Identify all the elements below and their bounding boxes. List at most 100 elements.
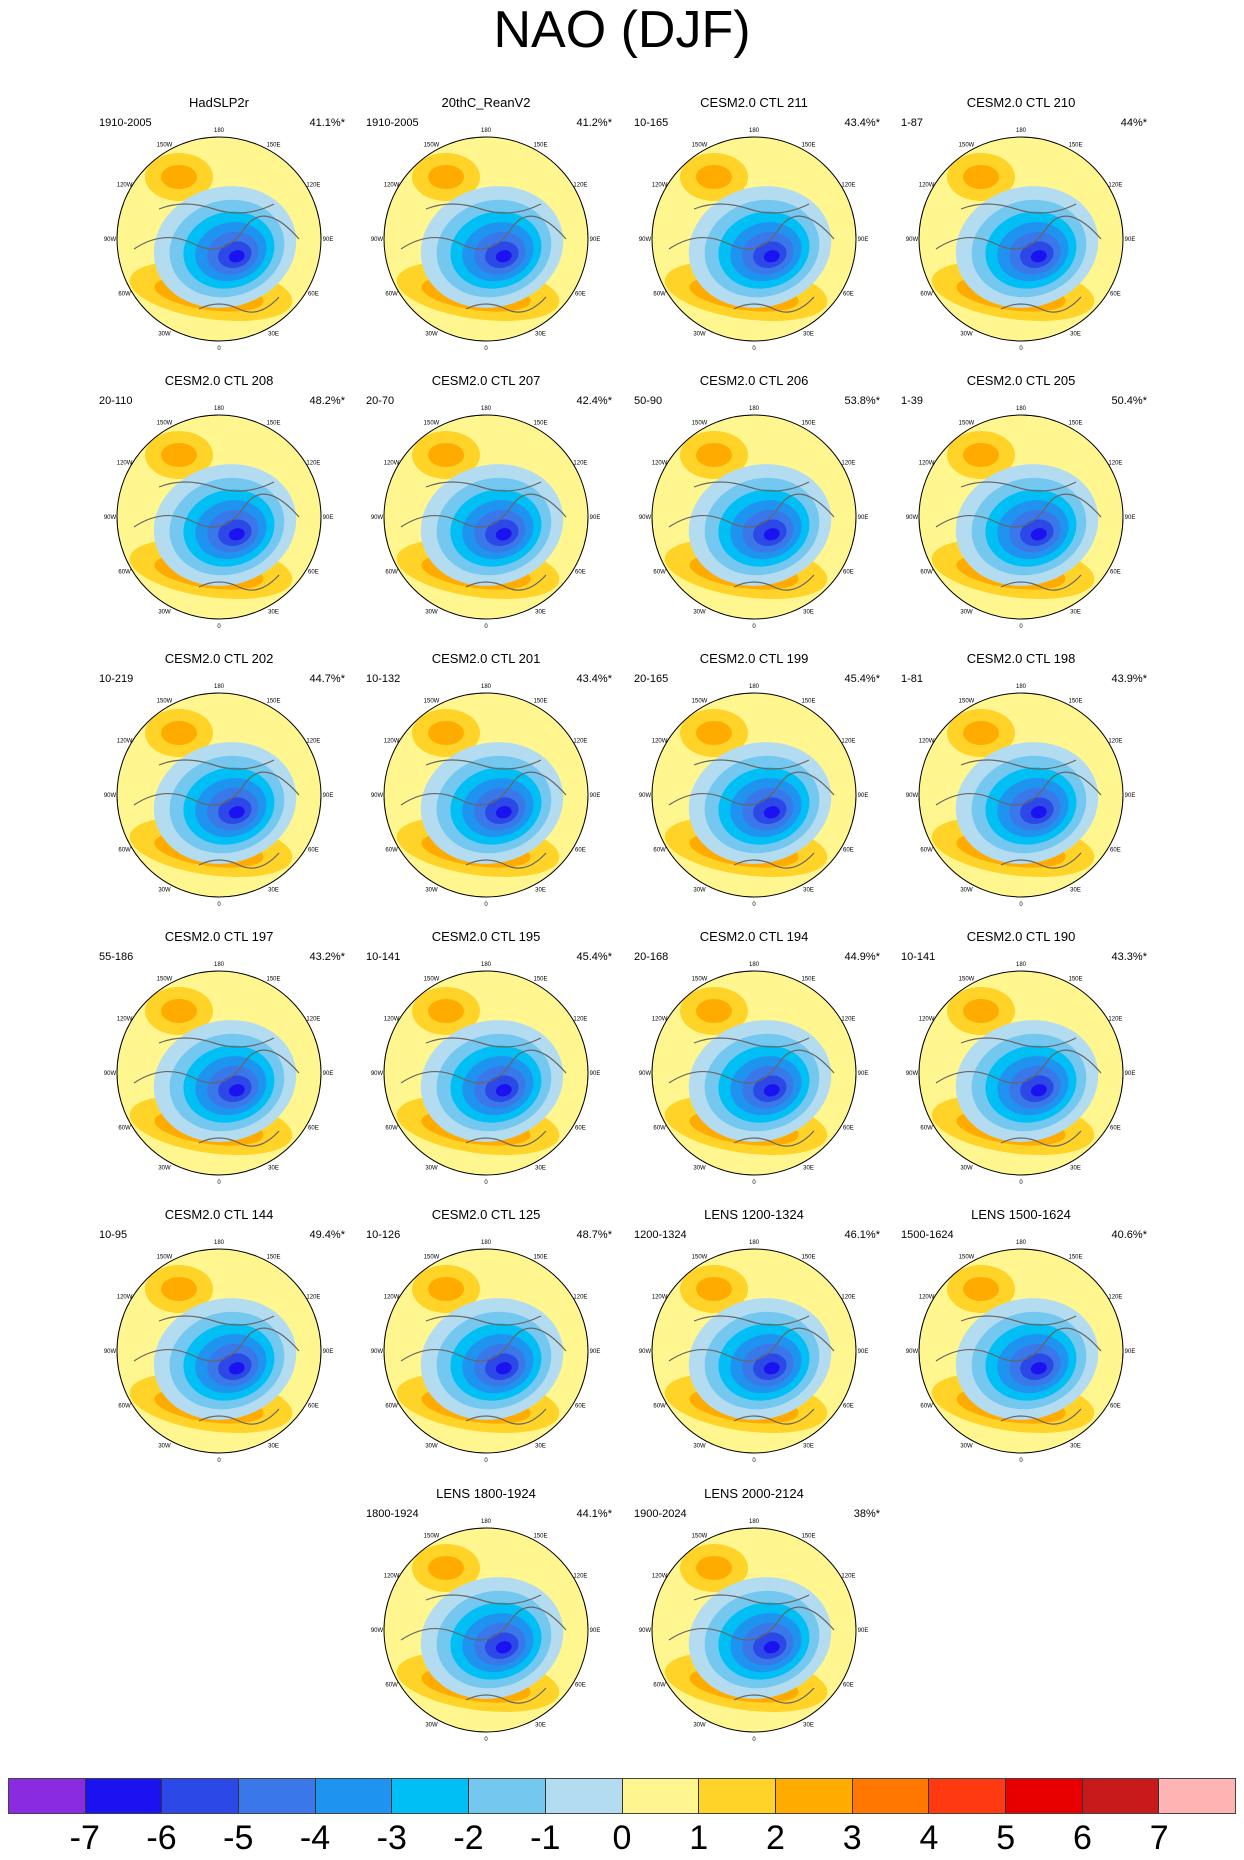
- longitude-label: 180: [749, 1519, 760, 1525]
- panel-variance-percent: 43.2%*: [309, 951, 345, 963]
- longitude-label: 90W: [371, 515, 384, 521]
- longitude-label: 30W: [158, 331, 171, 337]
- longitude-label: 0: [217, 1180, 221, 1186]
- longitude-label: 90E: [590, 1071, 601, 1077]
- panel-variance-percent: 46.1%*: [844, 1229, 880, 1241]
- longitude-label: 180: [749, 128, 760, 134]
- longitude-label: 150W: [692, 421, 708, 427]
- longitude-label: 30W: [425, 609, 438, 615]
- positive-anomaly-pacific-core: [696, 1556, 732, 1580]
- map-panel: CESM2.0 CTL 211 10-165 43.4%* 180 150E 120E 90…: [620, 95, 888, 365]
- longitude-label: 60E: [1110, 1404, 1121, 1410]
- longitude-label: 180: [481, 962, 492, 968]
- panel-title: CESM2.0 CTL 208: [164, 373, 274, 388]
- longitude-label: 60W: [385, 292, 398, 298]
- longitude-label: 60E: [843, 292, 854, 298]
- map-boundary: [651, 136, 857, 342]
- longitude-label: 150E: [801, 421, 815, 427]
- longitude-label: 120W: [652, 739, 668, 745]
- map-boundary: [918, 970, 1124, 1176]
- coastline: [668, 481, 835, 591]
- longitude-label: 60E: [843, 848, 854, 854]
- longitude-label: 90E: [323, 793, 334, 799]
- polar-map: 180 150E 120E 90E 60E 30E 0 30W 60W 90W 120W 150W: [906, 962, 1136, 1186]
- colorbar-tick-label: 0: [612, 1819, 632, 1857]
- colorbar-box: [699, 1779, 776, 1813]
- positive-anomaly-pacific-core: [428, 721, 464, 745]
- longitude-label: 90W: [371, 793, 384, 799]
- longitude-label: 120E: [306, 1295, 320, 1301]
- map-boundary: [651, 414, 857, 620]
- longitude-label: 0: [752, 1458, 756, 1464]
- longitude-label: 150E: [1068, 421, 1082, 427]
- longitude-label: 0: [1019, 1180, 1023, 1186]
- panel-variance-percent: 43.3%*: [1111, 951, 1147, 963]
- longitude-label: 30E: [1070, 1443, 1081, 1449]
- longitude-label: 120E: [306, 183, 320, 189]
- panel-year-range: 1900-2024: [634, 1508, 687, 1520]
- panel-title: CESM2.0 CTL 202: [164, 651, 274, 666]
- negative-anomaly-contour: [228, 1084, 245, 1097]
- positive-anomaly-pacific-core: [161, 721, 197, 745]
- longitude-label: 150W: [424, 1534, 440, 1540]
- longitude-label: 120E: [306, 461, 320, 467]
- map-boundary: [918, 1248, 1124, 1454]
- polar-map: 180 150E 120E 90E 60E 30E 0 30W 60W 90W 120W 150W: [371, 1240, 601, 1464]
- longitude-label: 60W: [920, 570, 933, 576]
- longitude-label: 150E: [801, 143, 815, 149]
- colorbar-box: [85, 1779, 163, 1813]
- colorbar-box: [9, 1779, 86, 1813]
- polar-map: 180 150E 120E 90E 60E 30E 0 30W 60W 90W 120W 150W: [371, 1519, 601, 1743]
- map-panel: CESM2.0 CTL 208 20-110 48.2%* 180 150E 120E 90…: [85, 373, 353, 643]
- negative-anomaly-contour: [763, 806, 780, 819]
- longitude-label: 120W: [652, 1574, 668, 1580]
- longitude-label: 60W: [385, 848, 398, 854]
- longitude-label: 90E: [1125, 1349, 1136, 1355]
- longitude-label: 180: [481, 1240, 492, 1246]
- panel-year-range: 55-186: [99, 951, 134, 963]
- polar-map: 180 150E 120E 90E 60E 30E 0 30W 60W 90W 120W 150W: [104, 406, 334, 630]
- longitude-label: 120W: [117, 461, 133, 467]
- longitude-label: 90W: [639, 1628, 652, 1634]
- longitude-label: 90W: [906, 793, 919, 799]
- coastline: [668, 759, 835, 869]
- longitude-label: 180: [214, 684, 225, 690]
- colorbar-box: [1005, 1779, 1083, 1813]
- longitude-label: 90E: [590, 793, 601, 799]
- longitude-label: 120E: [573, 461, 587, 467]
- longitude-label: 150W: [692, 977, 708, 983]
- longitude-label: 0: [1019, 624, 1023, 630]
- longitude-label: 60W: [920, 848, 933, 854]
- map-boundary: [918, 692, 1124, 898]
- longitude-label: 30E: [535, 1165, 546, 1171]
- map-boundary: [918, 136, 1124, 342]
- longitude-label: 120E: [841, 1017, 855, 1023]
- longitude-label: 60E: [1110, 1126, 1121, 1132]
- negative-anomaly-contour: [1030, 806, 1047, 819]
- panel-year-range: 20-110: [99, 395, 133, 407]
- longitude-label: 150E: [1068, 977, 1082, 983]
- positive-anomaly-pacific-core: [161, 1277, 197, 1301]
- longitude-label: 0: [484, 902, 488, 908]
- longitude-label: 150E: [1068, 699, 1082, 705]
- polar-map: 180 150E 120E 90E 60E 30E 0 30W 60W 90W 120W 150W: [104, 684, 334, 908]
- panel-title: LENS 1500-1624: [971, 1207, 1071, 1222]
- coastline: [668, 203, 835, 313]
- longitude-label: 150W: [959, 421, 975, 427]
- longitude-label: 90E: [323, 237, 334, 243]
- longitude-label: 90W: [371, 1628, 384, 1634]
- longitude-label: 150E: [801, 1534, 815, 1540]
- longitude-label: 120W: [384, 739, 400, 745]
- longitude-label: 120E: [841, 183, 855, 189]
- longitude-label: 120W: [117, 739, 133, 745]
- coastline: [133, 759, 300, 869]
- map-panel: LENS 1500-1624 1500-1624 40.6%* 180 150E 120E…: [887, 1207, 1155, 1477]
- positive-anomaly-pacific-core: [428, 999, 464, 1023]
- panel-variance-percent: 44.1%*: [576, 1508, 612, 1520]
- longitude-label: 120W: [919, 739, 935, 745]
- map-boundary: [651, 1527, 857, 1733]
- longitude-label: 30E: [803, 887, 814, 893]
- longitude-label: 0: [217, 346, 221, 352]
- longitude-label: 150E: [801, 1255, 815, 1261]
- negative-anomaly-contour: [495, 1641, 512, 1654]
